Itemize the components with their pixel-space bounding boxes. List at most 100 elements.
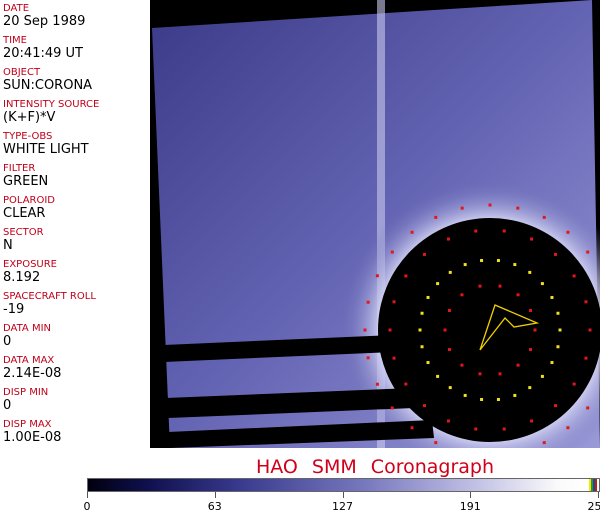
grid-marker (530, 238, 533, 241)
grid-marker (513, 263, 516, 266)
grid-marker (423, 253, 426, 256)
colorbar-tick (470, 492, 471, 498)
field-spacecraft-roll: SPACECRAFT ROLL-19 (3, 291, 96, 317)
grid-marker (550, 361, 553, 364)
grid-marker (419, 329, 422, 332)
field-value: GREEN (3, 174, 48, 189)
field-intensity-source: INTENSITY SOURCE(K+F)*V (3, 99, 99, 125)
grid-marker (449, 271, 452, 274)
field-value: WHITE LIGHT (3, 142, 89, 157)
field-label: DISP MAX (3, 419, 61, 430)
field-label: INTENSITY SOURCE (3, 99, 99, 110)
field-value: 8.192 (3, 270, 57, 285)
grid-marker (556, 345, 559, 348)
grid-marker (367, 301, 370, 304)
grid-marker (499, 372, 502, 375)
grid-marker (566, 231, 569, 234)
colorbar-tick-label: 63 (208, 500, 222, 513)
field-value: 0 (3, 398, 48, 413)
grid-marker (554, 404, 557, 407)
grid-marker (448, 348, 451, 351)
grid-marker (434, 441, 437, 444)
grid-marker (554, 253, 557, 256)
grid-marker (478, 285, 481, 288)
grid-marker (436, 375, 439, 378)
grid-marker (367, 356, 370, 359)
field-label: EXPOSURE (3, 259, 57, 270)
field-label: DISP MIN (3, 387, 48, 398)
grid-marker (550, 296, 553, 299)
grid-marker (423, 404, 426, 407)
grid-marker (480, 259, 483, 262)
grid-marker (516, 207, 519, 210)
field-label: DATA MIN (3, 323, 51, 334)
grid-marker (517, 293, 520, 296)
field-label: OBJECT (3, 67, 92, 78)
colorbar (87, 478, 600, 492)
field-label: DATA MAX (3, 355, 61, 366)
grid-marker (376, 383, 379, 386)
grid-marker (421, 312, 424, 315)
grid-marker (404, 274, 407, 277)
grid-marker (391, 251, 394, 254)
grid-marker (513, 394, 516, 397)
grid-marker (559, 329, 562, 332)
grid-marker (530, 419, 533, 422)
grid-marker (480, 398, 483, 401)
field-label: TIME (3, 35, 83, 46)
grid-marker (464, 263, 467, 266)
grid-marker (499, 285, 502, 288)
field-value: SUN:CORONA (3, 78, 92, 93)
grid-marker (528, 386, 531, 389)
grid-marker (474, 230, 477, 233)
colorbar-tick (598, 492, 599, 498)
grid-marker (393, 357, 396, 360)
grid-marker (497, 259, 500, 262)
grid-marker (478, 372, 481, 375)
field-value: 20 Sep 1989 (3, 14, 85, 29)
coronagraph-svg (152, 0, 600, 448)
grid-marker (589, 329, 592, 332)
grid-marker (447, 419, 450, 422)
grid-marker (460, 293, 463, 296)
grid-marker (503, 427, 506, 430)
grid-marker (376, 274, 379, 277)
grid-marker (461, 207, 464, 210)
grid-marker (427, 361, 430, 364)
field-label: SECTOR (3, 227, 44, 238)
grid-marker (489, 204, 492, 207)
grid-marker (421, 345, 424, 348)
instrument-title: HAO SMM Coronagraph (0, 456, 600, 478)
grid-marker (573, 274, 576, 277)
grid-marker (427, 296, 430, 299)
grid-marker (534, 329, 537, 332)
grid-marker (389, 329, 392, 332)
grid-marker (434, 216, 437, 219)
field-value: 0 (3, 334, 51, 349)
grid-marker (566, 426, 569, 429)
grid-marker (529, 348, 532, 351)
grid-marker (541, 375, 544, 378)
colorbar-tick (343, 492, 344, 498)
grid-marker (460, 364, 463, 367)
grid-marker (517, 364, 520, 367)
field-label: FILTER (3, 163, 48, 174)
field-label: POLAROID (3, 195, 55, 206)
grid-marker (556, 312, 559, 315)
grid-marker (391, 406, 394, 409)
grid-marker (449, 386, 452, 389)
coronagraph-image (152, 0, 600, 448)
grid-marker (411, 231, 414, 234)
grid-marker (541, 282, 544, 285)
field-value: 1.00E-08 (3, 430, 61, 445)
grid-marker (444, 329, 447, 332)
